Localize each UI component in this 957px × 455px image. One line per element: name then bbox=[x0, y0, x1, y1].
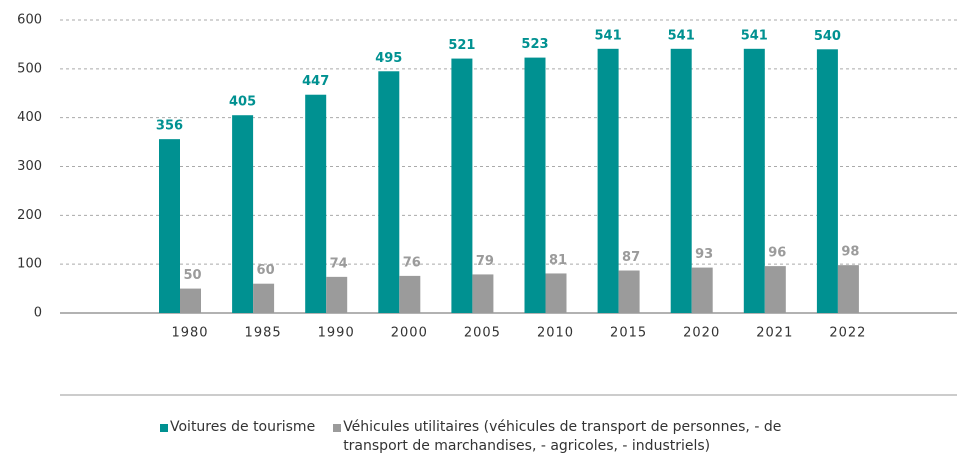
bar bbox=[232, 115, 254, 313]
bar bbox=[378, 71, 400, 314]
x-tick-label: 2022 bbox=[829, 326, 866, 341]
y-tick-label: 300 bbox=[17, 159, 42, 174]
value-label: 447 bbox=[302, 74, 329, 89]
value-label: 81 bbox=[549, 253, 567, 268]
value-label: 521 bbox=[448, 38, 475, 53]
legend-swatch bbox=[160, 424, 168, 432]
x-tick-label: 2020 bbox=[683, 326, 720, 341]
value-label: 495 bbox=[375, 51, 402, 66]
value-label: 356 bbox=[156, 119, 183, 134]
bar bbox=[451, 58, 473, 313]
y-tick-label: 100 bbox=[17, 257, 42, 272]
value-label: 405 bbox=[229, 95, 256, 110]
bar bbox=[399, 275, 421, 313]
bar bbox=[159, 139, 180, 313]
x-tick-label: 2021 bbox=[756, 326, 793, 341]
x-tick-label: 1990 bbox=[318, 326, 355, 341]
bar bbox=[597, 48, 619, 313]
y-tick-label: 200 bbox=[17, 208, 42, 223]
bar bbox=[670, 48, 692, 313]
bar bbox=[837, 265, 859, 313]
bar bbox=[472, 274, 494, 313]
value-label: 541 bbox=[741, 28, 768, 43]
bar bbox=[326, 276, 348, 313]
value-label: 76 bbox=[403, 255, 421, 270]
bar bbox=[764, 266, 786, 313]
x-tick-label: 2015 bbox=[610, 326, 647, 341]
bar bbox=[524, 57, 546, 313]
x-tick-label: 2005 bbox=[464, 326, 501, 341]
bar bbox=[180, 288, 201, 313]
value-label: 74 bbox=[330, 256, 348, 271]
value-label: 60 bbox=[257, 263, 275, 278]
bar bbox=[816, 49, 838, 314]
x-tick-label: 2010 bbox=[537, 326, 574, 341]
legend-label: Voitures de tourisme bbox=[170, 419, 316, 435]
x-tick-label: 2000 bbox=[391, 326, 428, 341]
x-tick-label: 1985 bbox=[245, 326, 282, 341]
y-tick-label: 600 bbox=[17, 13, 42, 28]
y-tick-label: 0 bbox=[34, 306, 42, 321]
legend: Voitures de tourisme Véhicules utilitair… bbox=[160, 418, 783, 455]
y-tick-label: 500 bbox=[17, 61, 42, 76]
bar bbox=[253, 283, 275, 313]
value-label: 96 bbox=[768, 246, 786, 261]
bar bbox=[743, 48, 765, 313]
value-label: 93 bbox=[695, 247, 713, 262]
y-tick-label: 400 bbox=[17, 110, 42, 125]
value-label: 50 bbox=[183, 268, 201, 283]
legend-item: Voitures de tourisme bbox=[160, 418, 315, 455]
value-label: 523 bbox=[521, 37, 548, 52]
x-tick-label: 1980 bbox=[171, 326, 208, 341]
value-label: 79 bbox=[476, 254, 494, 269]
value-label: 540 bbox=[814, 29, 841, 44]
value-label: 87 bbox=[622, 250, 640, 265]
legend-swatch bbox=[333, 424, 342, 432]
value-label: 98 bbox=[841, 245, 859, 260]
bar bbox=[618, 270, 640, 313]
value-label: 541 bbox=[668, 28, 695, 43]
legend-label: Véhicules utilitaires (véhicules de tran… bbox=[343, 419, 782, 454]
value-label: 541 bbox=[595, 28, 622, 43]
bar bbox=[691, 267, 713, 313]
bar bbox=[305, 94, 327, 313]
bar bbox=[545, 273, 567, 313]
legend-item: Véhicules utilitaires (véhicules de tran… bbox=[333, 418, 783, 455]
